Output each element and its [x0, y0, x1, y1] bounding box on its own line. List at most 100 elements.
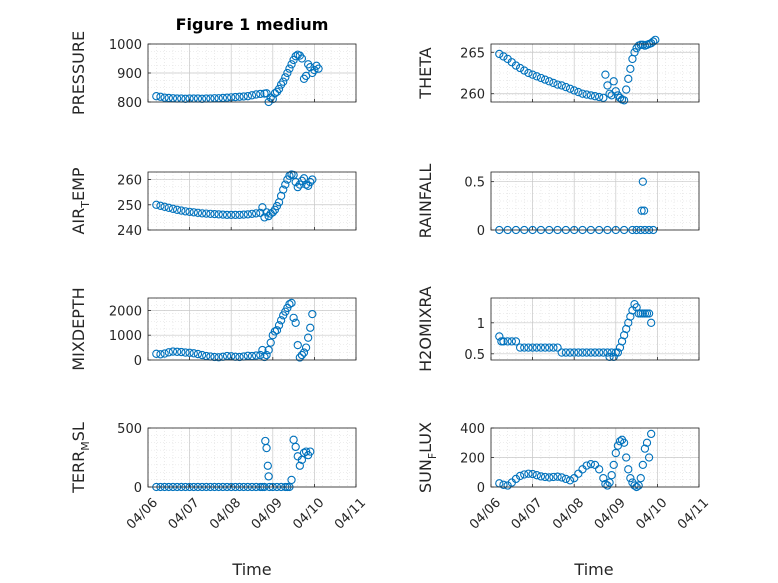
data-point: [287, 298, 296, 308]
data-point: [609, 460, 618, 470]
data-point: [609, 77, 618, 86]
data-point: [639, 206, 649, 215]
data-point: [647, 429, 656, 439]
data-point: [557, 473, 566, 482]
data-point: [270, 89, 280, 98]
axes-box: [147, 171, 357, 231]
data-point: [549, 472, 558, 482]
y-axis-label: PRESSURE: [69, 31, 88, 115]
data-point: [268, 94, 277, 104]
data-point: [553, 472, 562, 481]
data-point: [561, 348, 571, 357]
data-point: [281, 73, 290, 82]
data-point: [590, 348, 600, 357]
data-point: [243, 92, 252, 101]
plot-area: [148, 298, 356, 360]
data-point: [603, 81, 612, 90]
data-point: [164, 203, 173, 212]
data-point: [553, 80, 562, 89]
data-point: [308, 175, 317, 184]
data-point: [218, 93, 228, 103]
data-point: [293, 340, 302, 350]
data-point: [247, 209, 257, 219]
y-tick-label: 0: [134, 481, 142, 496]
data-point: [270, 327, 280, 336]
data-point: [243, 210, 252, 219]
data-point: [611, 448, 620, 458]
y-label-subscript: M: [79, 441, 92, 451]
data-point: [634, 481, 643, 490]
x-tick-label: 04/10: [290, 495, 327, 532]
data-point: [206, 209, 215, 219]
data-point: [574, 469, 583, 478]
data-point: [239, 210, 248, 219]
data-point: [528, 343, 537, 352]
x-tick-label: 04/07: [509, 495, 546, 532]
data-point: [168, 347, 178, 356]
y-label-subscript: F: [426, 453, 439, 459]
data-point: [231, 210, 240, 220]
data-point: [189, 208, 198, 217]
y-tick-label: 1000: [109, 38, 142, 53]
data-point: [301, 180, 311, 189]
data-point: [181, 348, 190, 357]
data-point: [561, 474, 571, 484]
y-tick-label: 800: [117, 96, 142, 111]
data-point: [301, 343, 311, 352]
data-point: [561, 82, 571, 92]
data-point: [601, 70, 610, 79]
y-tick-label: 260: [117, 174, 142, 189]
data-point: [289, 313, 298, 322]
data-point: [582, 461, 591, 470]
data-point: [185, 348, 194, 357]
data-point: [266, 338, 275, 347]
y-axis-label: TERRMSL: [69, 422, 92, 494]
data-point: [218, 210, 228, 219]
data-point: [164, 93, 173, 103]
data-point: [574, 348, 583, 357]
axes-box: [490, 43, 700, 103]
data-point: [644, 453, 654, 462]
y-label-main: AIR: [69, 208, 88, 235]
y-tick-label: 2000: [109, 304, 142, 319]
data-point: [202, 209, 211, 218]
data-point: [231, 92, 240, 102]
data-point: [235, 210, 244, 220]
y-tick-label: 1: [477, 317, 485, 332]
x-tick-label: 04/11: [332, 495, 369, 532]
data-point: [570, 86, 579, 95]
data-point: [644, 309, 654, 318]
data-point: [607, 348, 616, 357]
data-point: [310, 65, 319, 75]
data-point: [260, 213, 269, 222]
data-point: [264, 472, 273, 481]
plot-area: [491, 172, 699, 230]
data-point: [515, 63, 525, 73]
data-point: [649, 37, 658, 46]
subplot-2: 260 265 THETA: [416, 35, 700, 105]
y-tick-label: 500: [117, 422, 142, 437]
data-point: [532, 343, 541, 352]
data-point: [515, 343, 525, 352]
data-point: [214, 210, 223, 219]
data-point: [291, 177, 300, 187]
data-point: [177, 206, 186, 215]
data-point: [293, 182, 302, 192]
subplot-1: 800 900 1000 PRESSURE: [69, 31, 357, 115]
data-point: [499, 337, 508, 346]
data-point: [615, 437, 625, 446]
data-point: [524, 469, 533, 478]
data-point: [574, 87, 583, 97]
data-point: [582, 90, 591, 99]
data-point: [222, 210, 232, 220]
data-point: [511, 61, 521, 70]
data-point: [640, 309, 650, 318]
data-point: [156, 350, 165, 359]
data-point: [235, 92, 244, 101]
x-axis-label-right: Time: [573, 560, 613, 579]
y-label-main: TERR: [69, 451, 88, 494]
y-tick-label: 250: [117, 199, 142, 214]
data-point: [235, 352, 244, 362]
data-point: [306, 177, 315, 187]
data-point: [210, 209, 219, 219]
